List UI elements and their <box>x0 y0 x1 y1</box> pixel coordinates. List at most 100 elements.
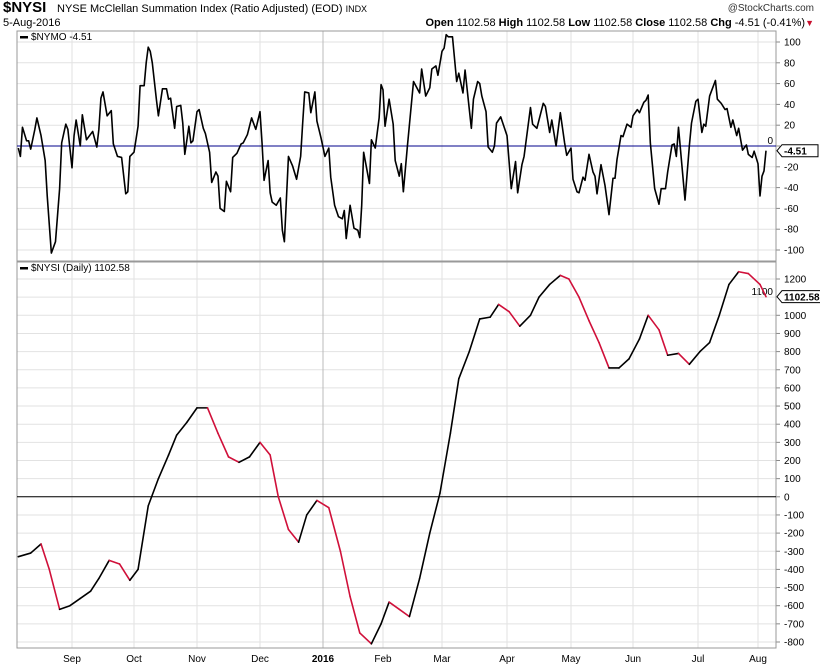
nysi-line-segment <box>439 432 452 494</box>
panel-frame <box>16 261 777 649</box>
nysi-line-segment <box>328 506 342 553</box>
y-tick-label: 40 <box>784 100 796 111</box>
y-tick-label: 80 <box>784 58 796 69</box>
nysi-line-segment <box>339 550 351 598</box>
nysi-line-segment <box>759 283 767 298</box>
nysi-line-segment <box>48 568 61 611</box>
y-tick-label: -300 <box>784 547 804 558</box>
nysi-line-segment <box>40 543 51 571</box>
symbol: $NYSI <box>3 0 47 16</box>
nysi-line-segment <box>628 338 641 360</box>
nysi-line-segment <box>370 623 382 645</box>
y-tick-label: 300 <box>784 438 801 449</box>
nysi-line-segment <box>638 314 649 340</box>
nysi-line-segment <box>598 341 610 369</box>
nysi-line-segment <box>548 274 562 286</box>
x-tick-label: 2016 <box>312 654 335 665</box>
nysi-line-segment <box>227 456 240 464</box>
y-tick-label: -100 <box>784 510 804 521</box>
nysi-line-segment <box>175 421 188 436</box>
nysi-line-segment <box>380 601 390 625</box>
nysi-line-segment <box>457 350 471 380</box>
nysi-line-segment <box>297 514 308 543</box>
quote-date: 5-Aug-2016 <box>3 17 61 29</box>
y-tick-label: 1200 <box>784 275 807 286</box>
y-tick-label: 600 <box>784 383 801 394</box>
nymo-panel: 100 80 60 40 20 0 -20 -40 -60 -80 -100 $NYMO -4.51 -… <box>16 30 819 262</box>
nysi-line-segment <box>418 532 431 580</box>
y-tick-label: 200 <box>784 456 801 467</box>
high-label: High <box>498 17 524 29</box>
y-tick-label: 0 <box>767 136 773 147</box>
nysi-line-segment <box>728 270 740 286</box>
x-tick-label: May <box>562 654 581 665</box>
nysi-line-segment <box>58 604 71 611</box>
nysi-line-segment <box>518 314 532 327</box>
nysi-line-segment <box>449 378 460 435</box>
nysi-line-segment <box>277 495 290 531</box>
y-tick-label: -400 <box>784 565 804 576</box>
y-tick-label: -80 <box>784 225 799 236</box>
nysi-line-segment <box>349 595 361 634</box>
y-tick-label: 20 <box>784 121 796 132</box>
legend-swatch <box>20 267 28 270</box>
low-label: Low <box>568 17 591 29</box>
y-tick-label: 0 <box>784 492 790 503</box>
nymo-line <box>17 33 767 254</box>
last-value-label: 1102.58 <box>784 293 820 304</box>
nysi-line-segment <box>708 314 721 344</box>
nysi-line-segment <box>688 350 701 366</box>
nysi-line-segment <box>666 352 680 357</box>
high-value: 1102.58 <box>526 17 566 29</box>
x-tick-label: Mar <box>433 654 451 665</box>
nysi-line-segment <box>98 559 110 580</box>
legend-swatch <box>20 36 28 39</box>
y-tick-label: 100 <box>784 474 801 485</box>
legend-label: $NYMO -4.51 <box>31 32 93 43</box>
nysi-line-segment <box>157 454 170 480</box>
nysi-line-segment <box>408 577 421 618</box>
y-tick-label: 900 <box>784 329 801 340</box>
nysi-line-segment <box>118 563 131 582</box>
low-value: 1102.58 <box>593 17 633 29</box>
nysi-line-segment <box>468 318 481 353</box>
nysi-line-segment <box>248 441 261 458</box>
y-tick-label: -60 <box>784 204 799 215</box>
x-tick-label: Dec <box>251 654 269 665</box>
x-tick-label: Jun <box>625 654 641 665</box>
nysi-panel: 1200110010009008007006005004003002001000… <box>16 261 820 649</box>
y-tick-label: -500 <box>784 583 804 594</box>
nysi-line-segment <box>538 283 551 298</box>
chart-description: NYSE McClellan Summation Index (Ratio Ad… <box>57 3 367 15</box>
y-tick-label: 1100 <box>751 287 773 298</box>
nysi-line-segment <box>747 272 761 286</box>
nysi-line-segment <box>129 568 139 582</box>
y-tick-label: -200 <box>784 529 804 540</box>
nysi-line-segment <box>167 434 178 456</box>
y-tick-label: 500 <box>784 402 801 413</box>
nysi-line-segment <box>699 341 711 353</box>
nysi-line-segment <box>508 310 521 327</box>
y-tick-label: 800 <box>784 347 801 358</box>
nysi-line-segment <box>29 543 42 554</box>
down-arrow-icon: ▼ <box>805 18 814 28</box>
nysi-line-segment <box>305 499 318 516</box>
y-tick-label: -800 <box>784 638 804 649</box>
nysi-line-segment <box>568 278 580 298</box>
nysi-line-segment <box>79 590 92 600</box>
close-label: Close <box>635 17 666 29</box>
nysi-line-segment <box>108 559 121 565</box>
nysi-line-segment <box>718 283 730 317</box>
y-tick-label: 400 <box>784 420 801 431</box>
nysi-line-segment <box>398 608 411 618</box>
nysi-line-segment <box>677 352 691 366</box>
nysi-line-segment <box>259 441 271 456</box>
ohlc-summary: Open 1102.58 High 1102.58 Low 1102.58 Cl… <box>425 17 814 29</box>
nysi-line-segment <box>137 505 150 571</box>
open-value: 1102.58 <box>456 17 496 29</box>
nysi-line-segment <box>618 358 630 369</box>
nysi-line-segment <box>358 632 373 645</box>
open-label: Open <box>425 17 454 29</box>
y-tick-label: 700 <box>784 365 801 376</box>
